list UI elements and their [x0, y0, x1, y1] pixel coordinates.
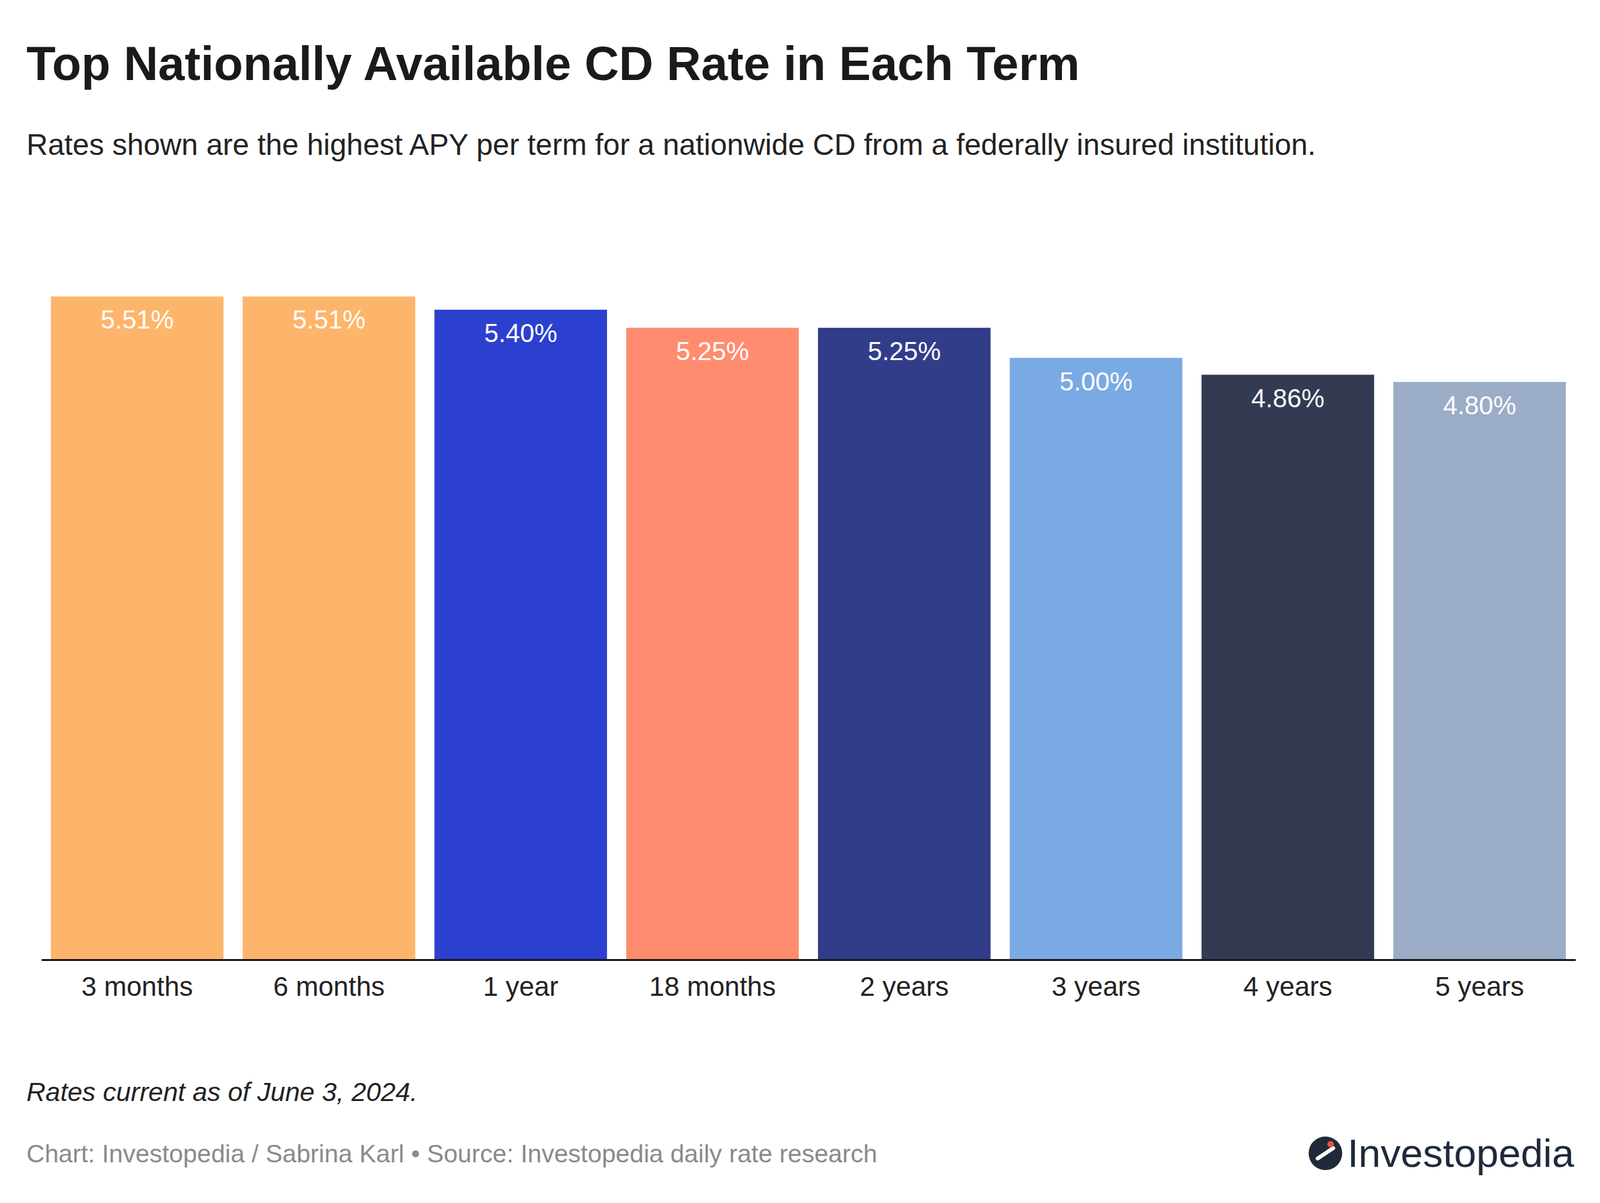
x-tick: 2 years [860, 959, 950, 1002]
x-tick-label: 3 years [1051, 970, 1141, 1002]
bar [1201, 374, 1375, 960]
data-label: 5.25% [867, 336, 941, 366]
logo-stroke [1317, 1147, 1333, 1159]
bar [1393, 381, 1567, 960]
bar [818, 327, 991, 960]
footnote: Rates current as of June 3, 2024. [26, 1076, 418, 1107]
bar [434, 309, 608, 960]
data-label: 5.40% [483, 318, 557, 348]
x-tick-label: 1 year [483, 970, 559, 1002]
logo-dot [1327, 1140, 1334, 1148]
x-axis: 3 months 6 months 1 year 18 months 2 years 3 … [41, 959, 1577, 1002]
x-tick-label: 6 months [272, 970, 385, 1002]
x-tick-label: 3 months [81, 970, 193, 1002]
data-label: 4.80% [1443, 390, 1517, 420]
x-tick: 6 months [272, 959, 385, 1002]
x-tick: 4 years [1243, 959, 1333, 1002]
data-label: 5.25% [676, 336, 750, 366]
logo-icon [1308, 1136, 1342, 1170]
x-tick-label: 2 years [860, 970, 950, 1002]
bar [50, 296, 224, 960]
chart: Top Nationally Available CD Rate in Each… [0, 0, 1600, 1203]
x-tick: 18 months [649, 959, 776, 1002]
x-tick-label: 5 years [1435, 970, 1525, 1002]
source: Chart: Investopedia / Sabrina Karl • Sou… [26, 1139, 878, 1168]
x-tick: 3 years [1051, 959, 1141, 1002]
title: Top Nationally Available CD Rate in Each… [26, 36, 1080, 91]
bar [626, 327, 800, 960]
data-label: 5.00% [1059, 367, 1133, 396]
logo-circle [1308, 1136, 1342, 1170]
x-tick-label: 4 years [1243, 970, 1333, 1002]
logo: Investopedia [1347, 1130, 1575, 1175]
data-label: 5.51% [100, 305, 174, 334]
data-label: 5.51% [292, 305, 366, 334]
x-tick: 5 years [1435, 959, 1525, 1002]
x-tick: 1 year [483, 959, 559, 1002]
subtitle: Rates shown are the highest APY per term… [26, 127, 1317, 162]
x-tick-label: 18 months [649, 970, 776, 1002]
x-axis-line [41, 958, 1577, 961]
bar [1009, 358, 1183, 960]
data-label: 4.86% [1250, 383, 1324, 413]
bar [242, 296, 416, 960]
data-labels: 5.51% 5.51% 5.40% 5.25% 5.25% 5.00% 4.86% 4.80% [100, 305, 1517, 419]
bars [50, 296, 1566, 960]
x-tick: 3 months [81, 959, 193, 1002]
